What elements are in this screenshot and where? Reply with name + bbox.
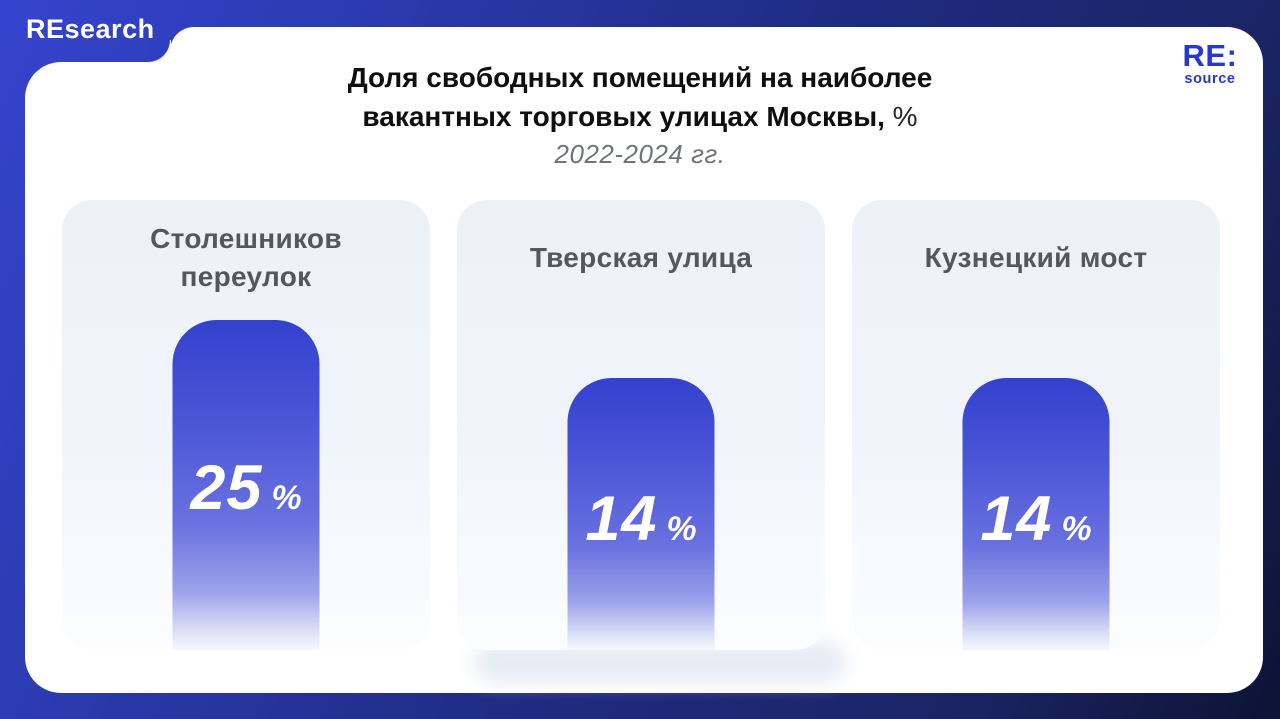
card-label: Тверская улица <box>529 242 753 273</box>
resource-logo: RE: source <box>1168 40 1252 87</box>
chart-title-line1: Доля свободных помещений на наиболее <box>347 62 933 93</box>
vacancy-bar: 14 % <box>962 378 1110 650</box>
vacancy-bar: 14 % <box>567 378 715 650</box>
chart-title: Доля свободных помещений на наиболее вак… <box>0 58 1280 136</box>
bar-value-number: 25 <box>190 453 263 523</box>
bar-value-number: 14 <box>980 484 1053 554</box>
card-stoleshnikov: Столешников переулок 25 % <box>62 200 430 650</box>
chart-title-unit: % <box>892 101 918 132</box>
bar-value-number: 14 <box>585 484 658 554</box>
card-label: Столешников переулок <box>150 223 342 292</box>
bar-value-unit: % <box>271 479 302 517</box>
resource-logo-bottom: source <box>1184 71 1236 87</box>
brand-wordmark: REsearch <box>26 14 155 44</box>
bar-value: 14 % <box>568 483 715 555</box>
bar-value-unit: % <box>1061 510 1092 548</box>
brand-tab-corner <box>148 40 171 63</box>
card-label: Кузнецкий мост <box>924 242 1148 273</box>
chart-title-line2: вакантных торговых улицах Москвы, % <box>362 101 918 132</box>
resource-logo-top: RE: <box>1182 38 1238 73</box>
bar-value: 25 % <box>173 452 320 524</box>
card-kuznetsky: Кузнецкий мост 14 % <box>852 200 1220 650</box>
card-tverskaya: Тверская улица 14 % <box>457 200 825 650</box>
vacancy-bar: 25 % <box>172 320 320 650</box>
bar-value-unit: % <box>666 510 697 548</box>
bar-value: 14 % <box>963 483 1110 555</box>
chart-subtitle: 2022-2024 гг. <box>554 139 726 169</box>
